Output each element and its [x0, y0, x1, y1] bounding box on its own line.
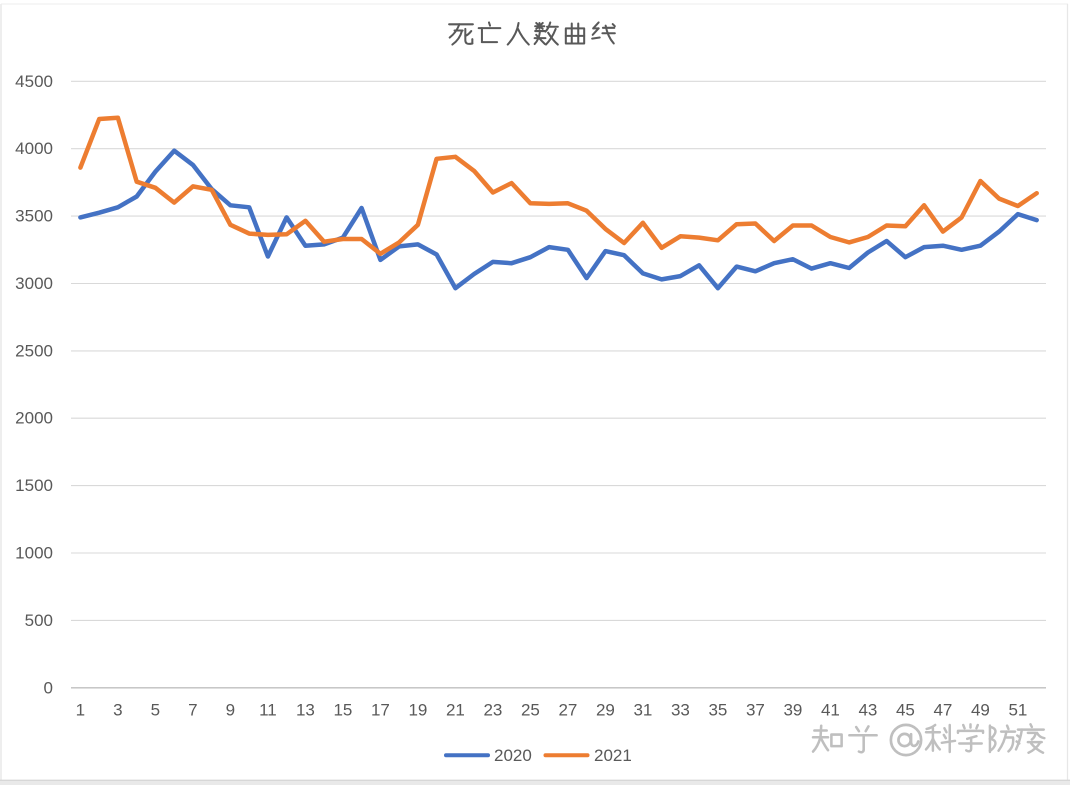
svg-text:41: 41: [821, 701, 840, 720]
svg-text:29: 29: [596, 701, 615, 720]
svg-text:43: 43: [858, 701, 877, 720]
svg-text:33: 33: [671, 701, 690, 720]
svg-text:15: 15: [333, 701, 352, 720]
svg-text:25: 25: [521, 701, 540, 720]
svg-text:35: 35: [708, 701, 727, 720]
svg-text:47: 47: [933, 701, 952, 720]
svg-text:49: 49: [971, 701, 990, 720]
svg-text:23: 23: [483, 701, 502, 720]
svg-text:2020: 2020: [494, 746, 532, 765]
svg-text:13: 13: [296, 701, 315, 720]
svg-text:3500: 3500: [15, 207, 53, 226]
svg-text:39: 39: [783, 701, 802, 720]
svg-text:11: 11: [259, 701, 277, 720]
svg-text:31: 31: [633, 701, 652, 720]
svg-text:17: 17: [371, 701, 390, 720]
svg-text:37: 37: [746, 701, 765, 720]
svg-text:27: 27: [558, 701, 577, 720]
svg-text:3: 3: [113, 701, 122, 720]
svg-text:19: 19: [408, 701, 427, 720]
svg-text:2000: 2000: [15, 409, 53, 428]
svg-text:1000: 1000: [15, 544, 53, 563]
svg-text:2500: 2500: [15, 341, 53, 360]
svg-text:500: 500: [25, 611, 53, 630]
svg-text:4000: 4000: [15, 139, 53, 158]
svg-text:21: 21: [446, 701, 465, 720]
svg-text:45: 45: [896, 701, 915, 720]
svg-text:1: 1: [76, 701, 85, 720]
svg-text:7: 7: [188, 701, 197, 720]
svg-text:5: 5: [151, 701, 160, 720]
svg-text:3000: 3000: [15, 274, 53, 293]
svg-text:0: 0: [44, 678, 53, 697]
svg-text:51: 51: [1008, 701, 1027, 720]
svg-text:1500: 1500: [15, 476, 53, 495]
svg-text:9: 9: [226, 701, 235, 720]
svg-text:4500: 4500: [15, 72, 53, 91]
svg-text:2021: 2021: [594, 746, 632, 765]
